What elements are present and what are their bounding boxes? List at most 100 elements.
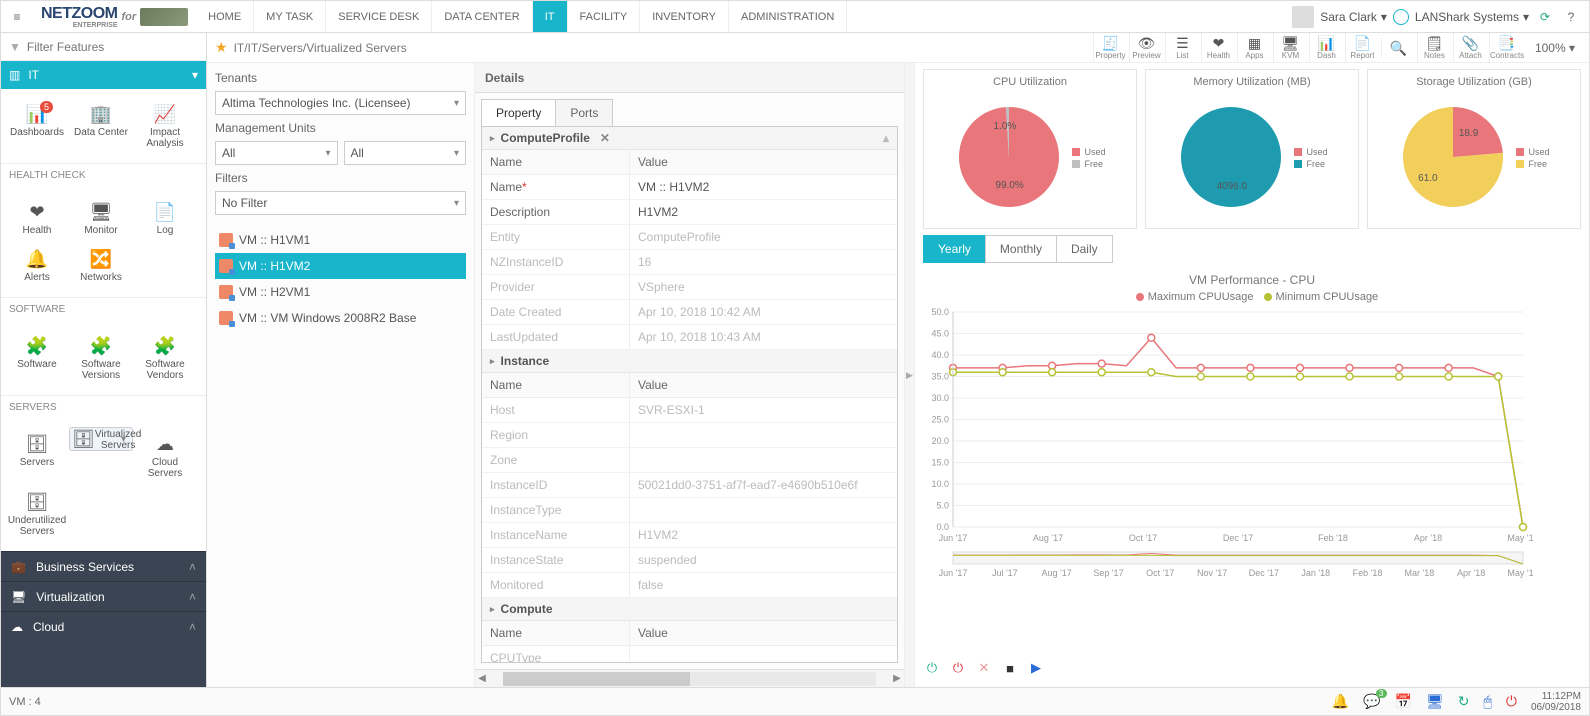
sidebar-item-log[interactable]: 📄Log [133,195,197,242]
footer-monitor-icon[interactable]: 🖥 [1426,693,1444,710]
sidebar-item-cloud-servers[interactable]: ☁Cloud Servers [133,427,197,485]
vm-item[interactable]: VM :: H2VM1 [215,279,466,305]
sidebar-item-software[interactable]: 🧩Software [5,329,69,387]
topnav-tab-data-center[interactable]: DATA CENTER [432,1,532,32]
toolbar-contracts[interactable]: 📑Contracts [1489,33,1523,62]
mu-select-2[interactable]: All [344,141,467,165]
vm-item[interactable]: VM :: H1VM1 [215,227,466,253]
property-row[interactable]: CPUType [482,646,897,663]
property-row[interactable]: ProviderVSphere [482,275,897,300]
tenants-select[interactable]: Altima Technologies Inc. (Licensee) [215,91,466,115]
sidebar-item-networks[interactable]: 🔀Networks [69,242,133,289]
sidebar-item-dashboards[interactable]: 📊5Dashboards [5,97,69,155]
sidebar-item-software-vendors[interactable]: 🧩Software Vendors [133,329,197,387]
toolbar-kvm[interactable]: 🖥KVM [1273,33,1307,62]
period-tab-daily[interactable]: Daily [1056,235,1113,263]
topnav-tab-it[interactable]: IT [533,1,568,32]
sidebar-item-health[interactable]: ❤Health [5,195,69,242]
topnav-tab-inventory[interactable]: INVENTORY [640,1,729,32]
property-header: NameValue [482,621,897,646]
property-row[interactable]: DescriptionH1VM2 [482,200,897,225]
refresh-icon[interactable]: ⟳ [1535,7,1555,27]
vm-item[interactable]: VM :: VM Windows 2008R2 Base [215,305,466,331]
property-row[interactable]: NZInstanceID16 [482,250,897,275]
sidebar-item-software-versions[interactable]: 🧩Software Versions [69,329,133,387]
toolbar-preview[interactable]: 👁Preview [1129,33,1163,62]
sidebar-dark-virtualization[interactable]: 🖥Virtualization˄ [1,581,206,611]
property-group-instance[interactable]: ▸Instance [482,350,897,373]
property-group-compute[interactable]: ▸Compute [482,598,897,621]
star-icon[interactable]: ★ [215,39,228,56]
vm-control-stop[interactable]: ■ [1001,659,1019,677]
sidebar-item-monitor[interactable]: 🖥Monitor [69,195,133,242]
property-row[interactable]: InstanceNameH1VM2 [482,523,897,548]
topnav-tab-administration[interactable]: ADMINISTRATION [729,1,847,32]
toolbar-notes[interactable]: 🗒Notes [1417,33,1451,62]
vm-control-power-off[interactable]: ⏻ [949,659,967,677]
property-row[interactable]: InstanceID50021dd0-3751-af7f-ead7-e4690b… [482,473,897,498]
topnav-tab-home[interactable]: HOME [196,1,254,32]
property-row[interactable]: Name*VM :: H1VM2 [482,175,897,200]
org-menu[interactable]: LANShark Systems▾ [1415,10,1529,24]
sidebar-item-data-center[interactable]: 🏢Data Center [69,97,133,155]
footer-sync-icon[interactable]: ↻ [1458,693,1470,710]
vm-control-resume[interactable]: ▶ [1027,659,1045,677]
vm-control-power-on[interactable]: ⏻ [923,659,941,677]
footer-power-icon[interactable]: ⏻ [1506,693,1517,710]
collapse-handle[interactable]: ▶ [905,63,915,687]
period-tab-monthly[interactable]: Monthly [985,235,1057,263]
hamburger-icon[interactable]: ≡ [1,1,33,32]
details-tab-ports[interactable]: Ports [555,99,613,126]
sidebar-item-underutilized-servers[interactable]: 🗄Underutilized Servers [5,485,69,543]
chart-brush[interactable]: Jun '17Jul '17Aug '17Sep '17Oct '17Nov '… [923,550,1533,580]
toolbar-list[interactable]: ☰List [1165,33,1199,62]
property-row[interactable]: Region [482,423,897,448]
toolbar-apps[interactable]: ▦Apps [1237,33,1271,62]
filter-features-input[interactable] [27,40,198,54]
zoom-level[interactable]: 100% ▾ [1529,41,1581,55]
toolbar-health[interactable]: ❤Health [1201,33,1235,62]
sidebar-section-it[interactable]: ▥ IT ▾ [1,61,206,89]
horizontal-scrollbar[interactable]: ◀▶ [475,669,904,687]
topnav-tab-my-task[interactable]: MY TASK [254,1,326,32]
footer-calendar-icon[interactable]: 📅 [1395,693,1412,710]
toolbar-dash[interactable]: 📊Dash [1309,33,1343,62]
topnav-tab-service-desk[interactable]: SERVICE DESK [326,1,432,32]
property-group-computeprofile[interactable]: ▸ComputeProfile✕▴ [482,127,897,150]
property-row[interactable]: Monitoredfalse [482,573,897,598]
avatar[interactable] [1292,6,1314,28]
filter-select[interactable]: No Filter [215,191,466,215]
period-tab-yearly[interactable]: Yearly [923,235,986,263]
property-row[interactable]: InstanceStatesuspended [482,548,897,573]
sidebar-dark-cloud[interactable]: ☁Cloud˄ [1,611,206,641]
toolbar-search[interactable]: 🔍 [1381,38,1415,58]
mu-select-1[interactable]: All [215,141,338,165]
footer-bell-icon[interactable]: 🔔 [1332,693,1349,710]
sidebar-item-impact-analysis[interactable]: 📈Impact Analysis [133,97,197,155]
vm-item[interactable]: VM :: H1VM2 [215,253,466,279]
property-row[interactable]: EntityComputeProfile [482,225,897,250]
vm-control-delete[interactable]: ✕ [975,659,993,677]
sidebar-item-servers[interactable]: 🗄Servers [5,427,69,485]
sidebar-item-alerts[interactable]: 🔔Alerts [5,242,69,289]
property-row[interactable]: LastUpdatedApr 10, 2018 10:43 AM [482,325,897,350]
user-menu[interactable]: Sara Clark▾ [1320,10,1387,24]
toolbar-attach[interactable]: 📎Attach [1453,33,1487,62]
help-icon[interactable]: ? [1561,7,1581,27]
svg-text:Apr '18: Apr '18 [1414,533,1442,543]
topnav-tab-facility[interactable]: FACILITY [568,1,641,32]
property-row[interactable]: Zone [482,448,897,473]
sidebar-dark-business-services[interactable]: 💼Business Services˄ [1,551,206,581]
svg-text:Jan '18: Jan '18 [1301,568,1330,578]
toolbar-property[interactable]: 🧾Property [1093,33,1127,62]
status-text: VM : 4 [9,696,41,708]
details-tab-property[interactable]: Property [481,99,556,126]
property-row[interactable]: Date CreatedApr 10, 2018 10:42 AM [482,300,897,325]
svg-text:30.0: 30.0 [931,393,949,403]
toolbar-report[interactable]: 📄Report [1345,33,1379,62]
property-row[interactable]: InstanceType [482,498,897,523]
footer-chat-icon[interactable]: 💬3 [1363,693,1380,710]
footer-mouse-icon[interactable]: 🖱 [1483,693,1491,710]
sidebar-item-virtualized-servers[interactable]: 🗄Virtualized Servers [69,427,133,451]
property-row[interactable]: HostSVR-ESXI-1 [482,398,897,423]
